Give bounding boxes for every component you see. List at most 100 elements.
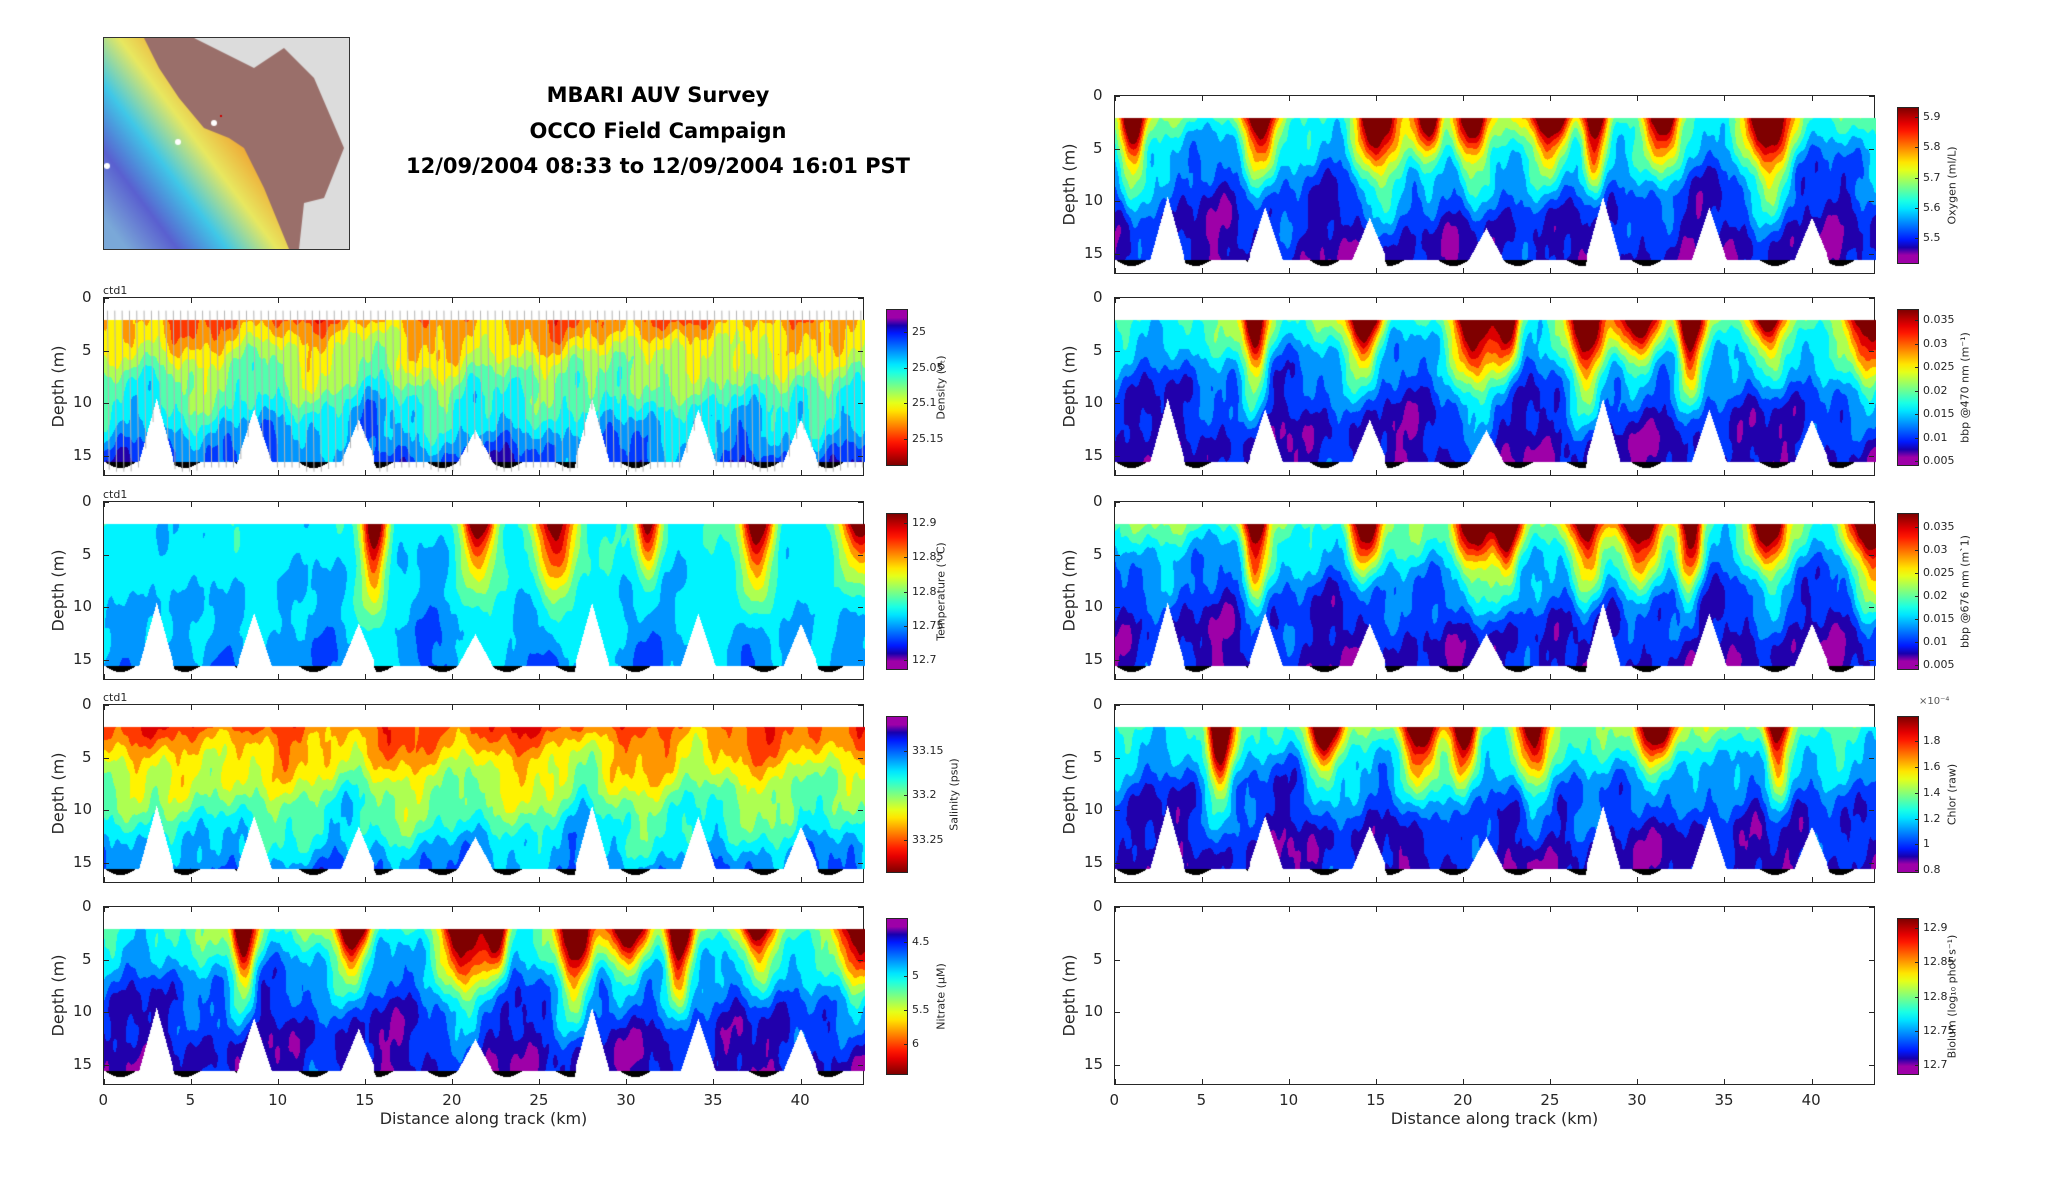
y-tick xyxy=(1115,705,1120,706)
x-tick xyxy=(278,470,280,475)
colorbar-tick-label: 33.15 xyxy=(912,743,944,757)
colorbar-tick xyxy=(904,941,908,943)
colorbar-tick-label: 0.03 xyxy=(1923,543,1948,557)
colorbar-tick xyxy=(1915,619,1919,621)
axes-biolum xyxy=(1114,906,1876,1086)
x-tick xyxy=(191,705,193,710)
y-tick xyxy=(1115,253,1120,255)
y-tick xyxy=(858,350,863,352)
colorbar-tick-label: 5.5 xyxy=(912,1002,930,1016)
colorbar-bbp470 xyxy=(1897,309,1919,466)
y-tick-label: 15 xyxy=(1084,852,1104,871)
colorbar-tick xyxy=(1915,928,1919,930)
x-tick xyxy=(626,1079,628,1084)
x-tick xyxy=(539,674,541,679)
colorbar-multiplier: ×10⁻⁴ xyxy=(1919,696,1950,707)
colorbar-label: bbp @470 nm (m⁻¹) xyxy=(1958,331,1972,443)
y-tick-label: 15 xyxy=(1084,445,1104,464)
y-tick xyxy=(1869,253,1874,255)
time-range-title: 12/09/2004 08:33 to 12/09/2004 16:01 PST xyxy=(405,154,911,178)
x-tick xyxy=(1550,705,1552,710)
x-tick xyxy=(1463,502,1465,507)
y-tick-label: 10 xyxy=(1084,800,1104,819)
x-tick xyxy=(1202,268,1204,273)
y-tick-label: 15 xyxy=(73,1054,93,1073)
x-tick xyxy=(1289,502,1291,507)
y-axis-label: Depth (m) xyxy=(1059,954,1079,1036)
instrument-label: ctd1 xyxy=(103,284,128,297)
campaign-title: OCCO Field Campaign xyxy=(529,119,787,143)
y-tick xyxy=(1115,757,1120,759)
colorbar-tick xyxy=(1915,962,1919,964)
x-tick xyxy=(713,502,715,507)
x-tick xyxy=(1115,298,1116,303)
x-tick xyxy=(1463,907,1465,912)
x-tick xyxy=(1202,877,1204,882)
colorbar-tick-label: 12.85 xyxy=(912,550,944,564)
colorbar-tick xyxy=(904,625,908,627)
x-tick xyxy=(104,907,105,912)
y-tick xyxy=(858,502,863,503)
y-tick-label: 5 xyxy=(1093,544,1103,563)
x-tick xyxy=(1637,877,1639,882)
y-tick xyxy=(104,502,109,503)
chlor-field xyxy=(1115,705,1876,884)
colorbar-tick-label: 6 xyxy=(912,1036,919,1050)
x-tick xyxy=(713,298,715,303)
x-tick xyxy=(191,674,193,679)
x-tick xyxy=(278,877,280,882)
colorbar-tick-label: 0.005 xyxy=(1923,453,1955,467)
y-tick xyxy=(104,862,109,864)
colorbar-tick-label: 0.035 xyxy=(1923,520,1955,534)
colorbar-tick-label: 12.75 xyxy=(1923,1023,1955,1037)
y-tick-label: 0 xyxy=(1093,86,1103,104)
x-tick xyxy=(452,674,454,679)
x-tick xyxy=(1811,298,1813,303)
colorbar-tick-label: 0.01 xyxy=(1923,635,1948,649)
x-tick xyxy=(191,1079,193,1084)
x-tick xyxy=(452,877,454,882)
x-tick xyxy=(1724,502,1726,507)
colorbar-label: Chlor (raw) xyxy=(1945,763,1959,825)
y-tick-label: 15 xyxy=(1084,1054,1104,1073)
colorbar-tick xyxy=(1915,642,1919,644)
y-tick xyxy=(1115,659,1120,661)
colorbar-tick xyxy=(1915,527,1919,529)
colorbar-tick-label: 0.02 xyxy=(1923,589,1948,603)
x-tick xyxy=(1463,877,1465,882)
colorbar-tick xyxy=(904,839,908,841)
x-tick xyxy=(1115,96,1116,101)
x-axis-label: Distance along track (km) xyxy=(379,1109,588,1128)
colorbar-tick xyxy=(904,557,908,559)
x-tick-label: 5 xyxy=(185,1091,196,1109)
y-tick xyxy=(104,298,109,299)
y-axis-label: Depth (m) xyxy=(48,345,68,427)
y-tick xyxy=(1869,502,1874,503)
colorbar-tick xyxy=(1915,573,1919,575)
colorbar-tick xyxy=(904,795,908,797)
x-tick xyxy=(1289,674,1291,679)
colorbar-tick xyxy=(1915,177,1919,179)
y-tick xyxy=(1115,907,1120,908)
y-tick xyxy=(1869,659,1874,661)
x-tick xyxy=(1724,674,1726,679)
x-tick xyxy=(104,470,105,475)
y-tick xyxy=(858,403,863,405)
x-tick xyxy=(1202,907,1204,912)
y-tick xyxy=(1869,298,1874,299)
y-tick xyxy=(104,350,109,352)
y-tick xyxy=(104,959,109,961)
y-tick xyxy=(1115,1064,1120,1066)
bbp470-field xyxy=(1115,298,1876,477)
x-tick xyxy=(191,298,193,303)
x-tick xyxy=(1202,705,1204,710)
y-tick xyxy=(858,1012,863,1014)
x-tick xyxy=(1115,502,1116,507)
x-tick xyxy=(1550,1079,1552,1084)
x-tick xyxy=(800,705,802,710)
x-tick xyxy=(191,907,193,912)
x-tick xyxy=(1463,298,1465,303)
x-tick xyxy=(1376,674,1378,679)
y-tick xyxy=(104,554,109,556)
x-tick xyxy=(800,1079,802,1084)
